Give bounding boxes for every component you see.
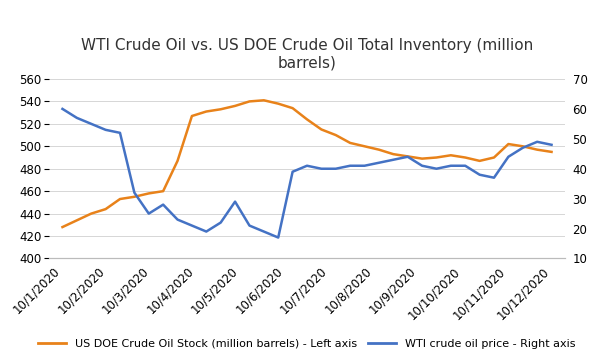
US DOE Crude Oil Stock (million barrels) - Left axis [289, 106, 297, 110]
US DOE Crude Oil Stock (million barrels) - Left axis [131, 195, 138, 199]
WTI crude oil price - Right axis [491, 176, 498, 180]
WTI crude oil price - Right axis [231, 200, 239, 204]
US DOE Crude Oil Stock (million barrels) - Left axis [375, 148, 383, 152]
Title: WTI Crude Oil vs. US DOE Crude Oil Total Inventory (million
barrels): WTI Crude Oil vs. US DOE Crude Oil Total… [81, 38, 533, 71]
US DOE Crude Oil Stock (million barrels) - Left axis [274, 102, 282, 106]
WTI crude oil price - Right axis [462, 164, 469, 168]
US DOE Crude Oil Stock (million barrels) - Left axis [433, 155, 440, 160]
US DOE Crude Oil Stock (million barrels) - Left axis [332, 133, 340, 137]
US DOE Crude Oil Stock (million barrels) - Left axis [260, 98, 268, 102]
WTI crude oil price - Right axis [404, 155, 411, 159]
WTI crude oil price - Right axis [88, 122, 95, 126]
WTI crude oil price - Right axis [447, 164, 454, 168]
WTI crude oil price - Right axis [303, 164, 311, 168]
US DOE Crude Oil Stock (million barrels) - Left axis [462, 155, 469, 160]
US DOE Crude Oil Stock (million barrels) - Left axis [548, 150, 555, 154]
US DOE Crude Oil Stock (million barrels) - Left axis [217, 107, 224, 111]
US DOE Crude Oil Stock (million barrels) - Left axis [246, 99, 253, 103]
WTI crude oil price - Right axis [131, 191, 138, 195]
WTI crude oil price - Right axis [476, 173, 483, 177]
WTI crude oil price - Right axis [59, 107, 66, 111]
US DOE Crude Oil Stock (million barrels) - Left axis [160, 189, 167, 193]
WTI crude oil price - Right axis [519, 146, 526, 150]
US DOE Crude Oil Stock (million barrels) - Left axis [317, 127, 325, 132]
WTI crude oil price - Right axis [217, 220, 224, 225]
Line: US DOE Crude Oil Stock (million barrels) - Left axis: US DOE Crude Oil Stock (million barrels)… [63, 100, 551, 227]
WTI crude oil price - Right axis [548, 143, 555, 147]
US DOE Crude Oil Stock (million barrels) - Left axis [519, 144, 526, 148]
WTI crude oil price - Right axis [116, 131, 123, 135]
WTI crude oil price - Right axis [346, 164, 354, 168]
US DOE Crude Oil Stock (million barrels) - Left axis [116, 197, 123, 201]
Legend: US DOE Crude Oil Stock (million barrels) - Left axis, WTI crude oil price - Righ: US DOE Crude Oil Stock (million barrels)… [34, 335, 580, 354]
WTI crude oil price - Right axis [203, 229, 210, 234]
US DOE Crude Oil Stock (million barrels) - Left axis [447, 153, 454, 157]
WTI crude oil price - Right axis [289, 169, 297, 174]
US DOE Crude Oil Stock (million barrels) - Left axis [88, 211, 95, 216]
US DOE Crude Oil Stock (million barrels) - Left axis [102, 207, 109, 211]
WTI crude oil price - Right axis [390, 158, 397, 162]
WTI crude oil price - Right axis [361, 164, 368, 168]
US DOE Crude Oil Stock (million barrels) - Left axis [390, 152, 397, 156]
US DOE Crude Oil Stock (million barrels) - Left axis [303, 117, 311, 121]
US DOE Crude Oil Stock (million barrels) - Left axis [203, 109, 210, 114]
WTI crude oil price - Right axis [375, 160, 383, 165]
WTI crude oil price - Right axis [145, 211, 152, 216]
WTI crude oil price - Right axis [160, 202, 167, 207]
US DOE Crude Oil Stock (million barrels) - Left axis [73, 218, 80, 223]
US DOE Crude Oil Stock (million barrels) - Left axis [491, 155, 498, 160]
US DOE Crude Oil Stock (million barrels) - Left axis [145, 191, 152, 196]
US DOE Crude Oil Stock (million barrels) - Left axis [476, 159, 483, 163]
WTI crude oil price - Right axis [433, 167, 440, 171]
US DOE Crude Oil Stock (million barrels) - Left axis [404, 154, 411, 159]
Line: WTI crude oil price - Right axis: WTI crude oil price - Right axis [63, 109, 551, 238]
WTI crude oil price - Right axis [73, 116, 80, 120]
US DOE Crude Oil Stock (million barrels) - Left axis [361, 144, 368, 148]
WTI crude oil price - Right axis [418, 164, 426, 168]
US DOE Crude Oil Stock (million barrels) - Left axis [346, 141, 354, 145]
US DOE Crude Oil Stock (million barrels) - Left axis [188, 114, 196, 118]
US DOE Crude Oil Stock (million barrels) - Left axis [174, 159, 181, 163]
WTI crude oil price - Right axis [188, 223, 196, 228]
WTI crude oil price - Right axis [246, 223, 253, 228]
US DOE Crude Oil Stock (million barrels) - Left axis [59, 225, 66, 229]
US DOE Crude Oil Stock (million barrels) - Left axis [231, 104, 239, 108]
WTI crude oil price - Right axis [332, 167, 340, 171]
US DOE Crude Oil Stock (million barrels) - Left axis [418, 157, 426, 161]
WTI crude oil price - Right axis [534, 140, 541, 144]
WTI crude oil price - Right axis [317, 167, 325, 171]
US DOE Crude Oil Stock (million barrels) - Left axis [505, 142, 512, 146]
WTI crude oil price - Right axis [274, 236, 282, 240]
WTI crude oil price - Right axis [505, 155, 512, 159]
WTI crude oil price - Right axis [174, 218, 181, 222]
WTI crude oil price - Right axis [102, 128, 109, 132]
WTI crude oil price - Right axis [260, 229, 268, 234]
US DOE Crude Oil Stock (million barrels) - Left axis [534, 148, 541, 152]
